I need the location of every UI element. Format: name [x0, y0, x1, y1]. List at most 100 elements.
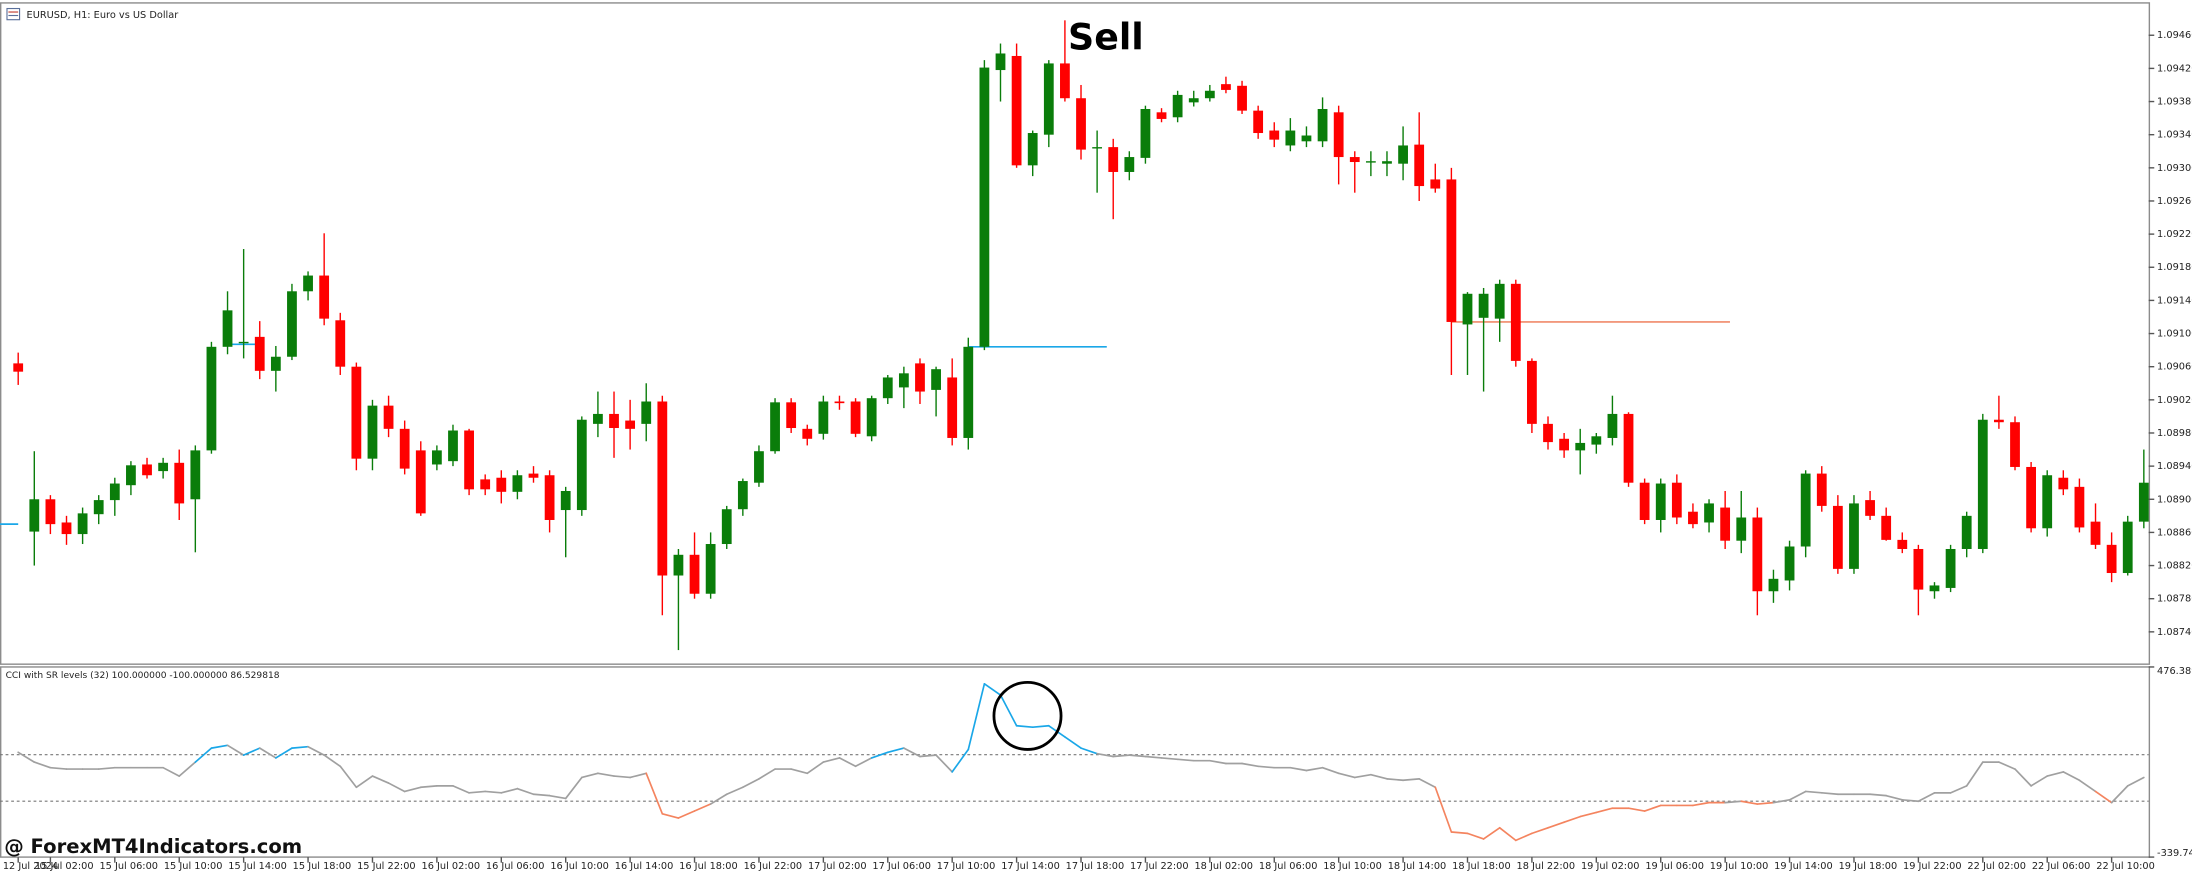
cci-segment	[1998, 761, 2016, 770]
candle-body	[1043, 63, 1054, 135]
candle-body	[2026, 466, 2037, 529]
x-tick-label: 16 Jul 10:00	[550, 861, 609, 872]
candle-body	[2058, 477, 2069, 490]
cci-segment	[1820, 792, 1839, 796]
cci-segment	[580, 772, 599, 779]
y-tick-label: 1.09100	[2157, 329, 2192, 340]
candle-body	[528, 473, 539, 478]
candle-body	[1478, 293, 1489, 318]
x-tick-label: 16 Jul 22:00	[744, 861, 803, 872]
candle-body	[2074, 486, 2085, 528]
y-tick-label: 1.08780	[2157, 594, 2192, 605]
cci-segment	[1353, 773, 1372, 779]
x-tick-label: 16 Jul 18:00	[679, 861, 738, 872]
y-tick-label: 1.09220	[2157, 229, 2192, 240]
candle-body	[915, 363, 925, 392]
y-tick-label: 1.08820	[2157, 561, 2192, 572]
candle-body	[448, 430, 458, 462]
x-tick-label: 19 Jul 06:00	[1645, 861, 1704, 872]
cci-segment	[291, 745, 309, 749]
cci-segment	[1595, 807, 1614, 814]
y-tick-label: 1.09180	[2157, 262, 2192, 273]
cci-segment	[2110, 785, 2129, 804]
candle-body	[1559, 438, 1570, 451]
candle-body	[287, 291, 297, 357]
candle-body	[657, 401, 668, 576]
x-tick-label: 19 Jul 14:00	[1774, 861, 1833, 872]
x-tick-label: 18 Jul 10:00	[1323, 861, 1382, 872]
candle-body	[963, 346, 974, 438]
candle-body	[1832, 505, 1843, 569]
candle-body	[931, 369, 941, 390]
y-tick-label: 1.09260	[2157, 196, 2192, 207]
cci-segment	[1321, 766, 1340, 775]
candle-body	[512, 475, 523, 492]
candle-body	[415, 450, 426, 514]
cci-segment	[1144, 755, 1163, 759]
y-tick-label: 1.08900	[2157, 494, 2192, 505]
candle-body	[1349, 157, 1360, 163]
cci-segment	[387, 782, 406, 793]
cci-segment	[790, 768, 809, 775]
candle-body	[351, 366, 362, 459]
candle-body	[1253, 110, 1264, 134]
candle-body	[1414, 144, 1425, 187]
candle-body	[1752, 517, 1763, 592]
candle-body	[496, 477, 507, 492]
candle-body	[1575, 442, 1586, 451]
x-tick-label: 18 Jul 18:00	[1452, 861, 1511, 872]
candle-body	[1655, 483, 1666, 520]
candle-body	[1462, 293, 1473, 325]
candle-body	[1671, 482, 1682, 518]
candle-body	[319, 275, 330, 319]
cci-segment	[693, 803, 712, 812]
candle-body	[367, 405, 378, 459]
x-tick-label: 15 Jul 06:00	[99, 861, 158, 872]
candle-body	[1704, 503, 1714, 523]
y-tick-label: 1.08940	[2157, 461, 2192, 472]
cci-segment	[1643, 804, 1662, 812]
cci-segment	[500, 787, 519, 794]
x-tick-label: 18 Jul 02:00	[1194, 861, 1253, 872]
y-tick-label: 1.09380	[2157, 97, 2192, 108]
cci-segment	[1434, 786, 1453, 833]
cci-segment	[1128, 754, 1147, 758]
x-tick-label: 15 Jul 02:00	[35, 861, 94, 872]
candle-body	[1237, 85, 1247, 111]
cci-segment	[1788, 790, 1807, 801]
candle-body	[464, 430, 474, 490]
x-tick-label: 19 Jul 10:00	[1710, 861, 1769, 872]
cci-segment	[1965, 761, 1984, 787]
candle-body	[1027, 133, 1038, 166]
indicator-panel-frame	[0, 666, 2151, 858]
candle-body	[1221, 84, 1231, 90]
cci-segment	[1869, 793, 1888, 797]
cci-segment	[1015, 724, 1034, 728]
y-tick-label: 1.09020	[2157, 395, 2192, 406]
x-tick-label: 16 Jul 14:00	[615, 861, 674, 872]
cci-segment	[419, 785, 438, 789]
cci-segment	[2078, 779, 2097, 793]
cci-segment	[564, 776, 583, 800]
cci-segment	[1096, 752, 1115, 758]
candle-body	[93, 500, 104, 515]
candle-body	[1494, 283, 1505, 319]
candle-body	[979, 67, 990, 347]
candle-body	[1623, 413, 1634, 483]
cci-segment	[1402, 778, 1421, 782]
candle-body	[882, 377, 893, 399]
candle-body	[45, 499, 56, 525]
cci-segment	[1901, 799, 1920, 803]
cci-segment	[97, 766, 116, 770]
cci-segment	[1917, 792, 1936, 803]
candle-body	[641, 401, 652, 424]
candle-body	[947, 377, 958, 438]
x-tick-label: 17 Jul 22:00	[1130, 861, 1189, 872]
cci-segment	[2126, 776, 2145, 787]
cci-segment	[403, 786, 422, 793]
candle-body	[1768, 578, 1779, 592]
candle-body	[61, 522, 72, 535]
cci-segment	[1305, 766, 1324, 772]
candle-body	[1398, 145, 1408, 164]
